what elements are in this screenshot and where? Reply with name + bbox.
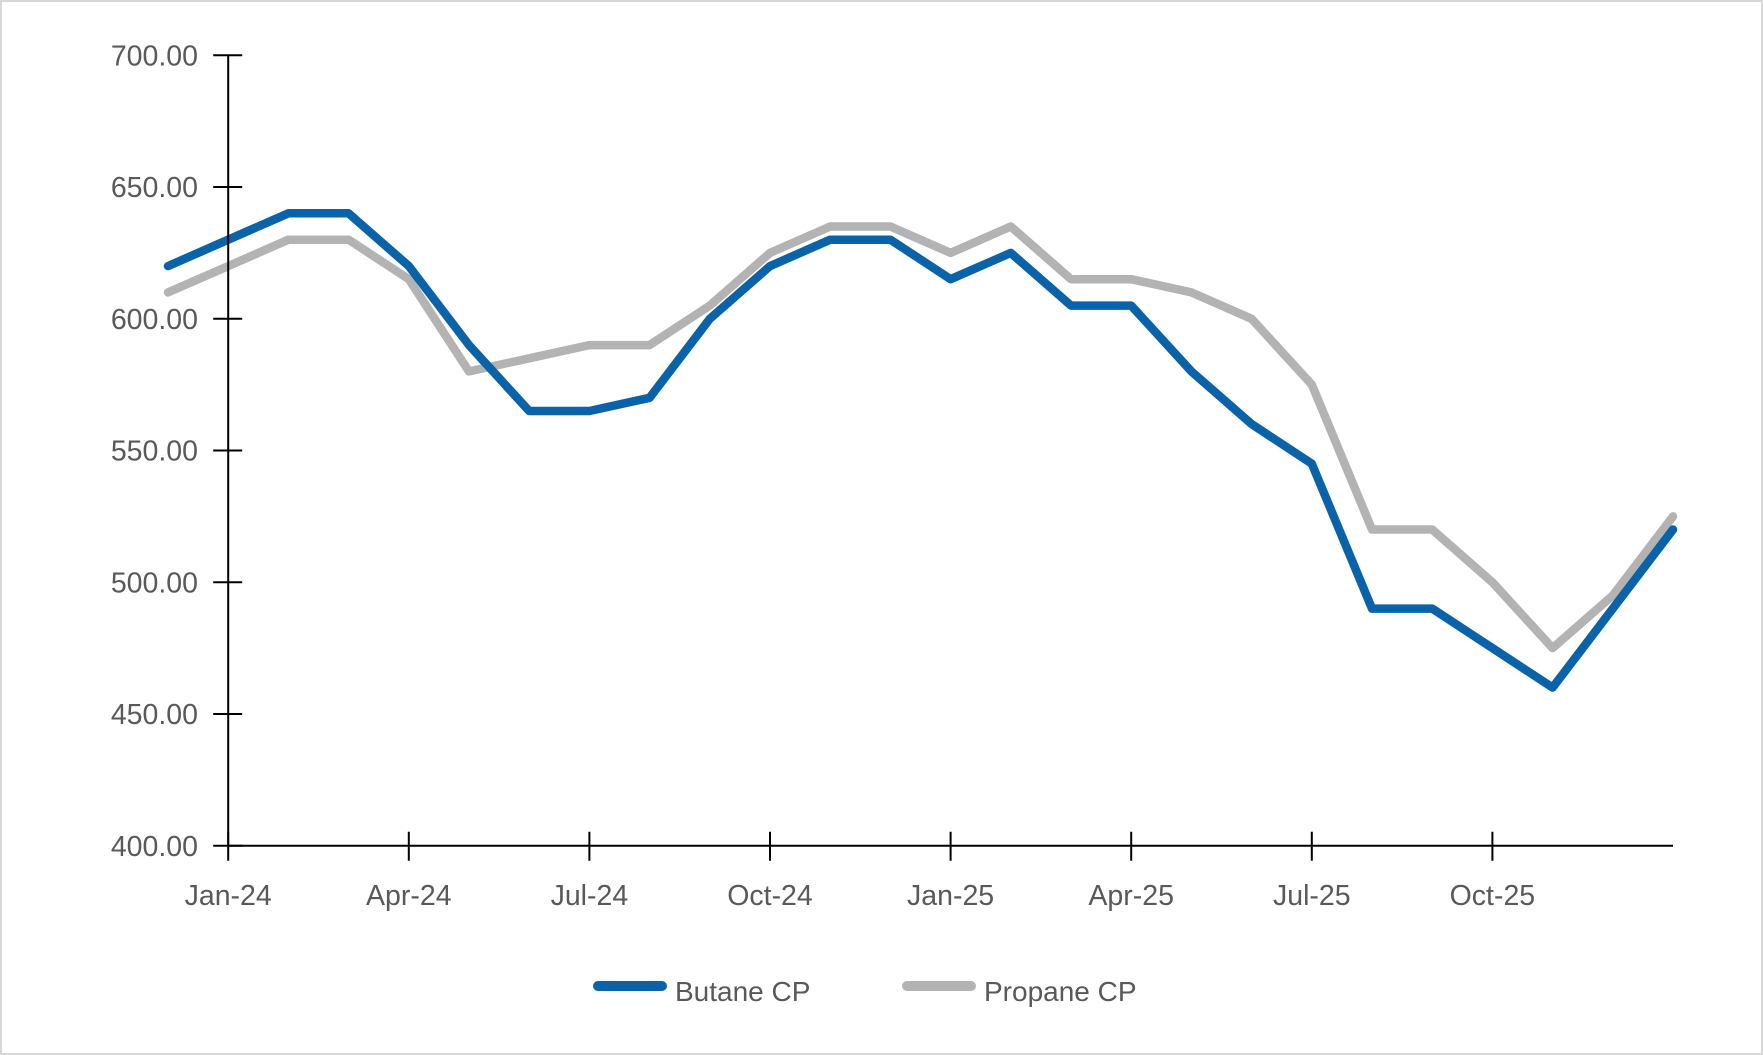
x-tick-label: Apr-25 <box>1088 880 1174 912</box>
series-lines <box>163 209 1678 692</box>
axes <box>213 54 1673 861</box>
x-tick-label: Jan-25 <box>907 880 994 912</box>
y-tick-label: 700.00 <box>111 40 198 72</box>
x-tick-label: Jul-24 <box>551 880 629 912</box>
y-tick-label: 650.00 <box>111 172 198 204</box>
y-tick-label: 600.00 <box>111 304 198 336</box>
y-tick-label: 400.00 <box>111 831 198 863</box>
x-tick-label: Oct-25 <box>1450 880 1536 912</box>
y-tick-label: 550.00 <box>111 436 198 468</box>
propane-cp-line <box>163 222 1678 653</box>
legend-label-propane: Propane CP <box>984 976 1137 1007</box>
y-tick-label: 500.00 <box>111 567 198 599</box>
legend-label-butane: Butane CP <box>675 976 810 1007</box>
x-tick-label: Apr-24 <box>366 880 452 912</box>
x-tick-label: Jul-25 <box>1273 880 1351 912</box>
x-tick-label: Jan-24 <box>185 880 272 912</box>
legend: Butane CP Propane CP <box>593 976 1137 1007</box>
butane-cp-line <box>163 209 1678 692</box>
y-tick-label: 450.00 <box>111 699 198 731</box>
x-tick-label: Oct-24 <box>727 880 813 912</box>
axis-tick-labels: 400.00 450.00 500.00 550.00 600.00 650.00 700.… <box>111 40 1535 912</box>
propane-legend-swatch-icon <box>902 981 976 991</box>
butane-legend-swatch-icon <box>593 981 667 991</box>
